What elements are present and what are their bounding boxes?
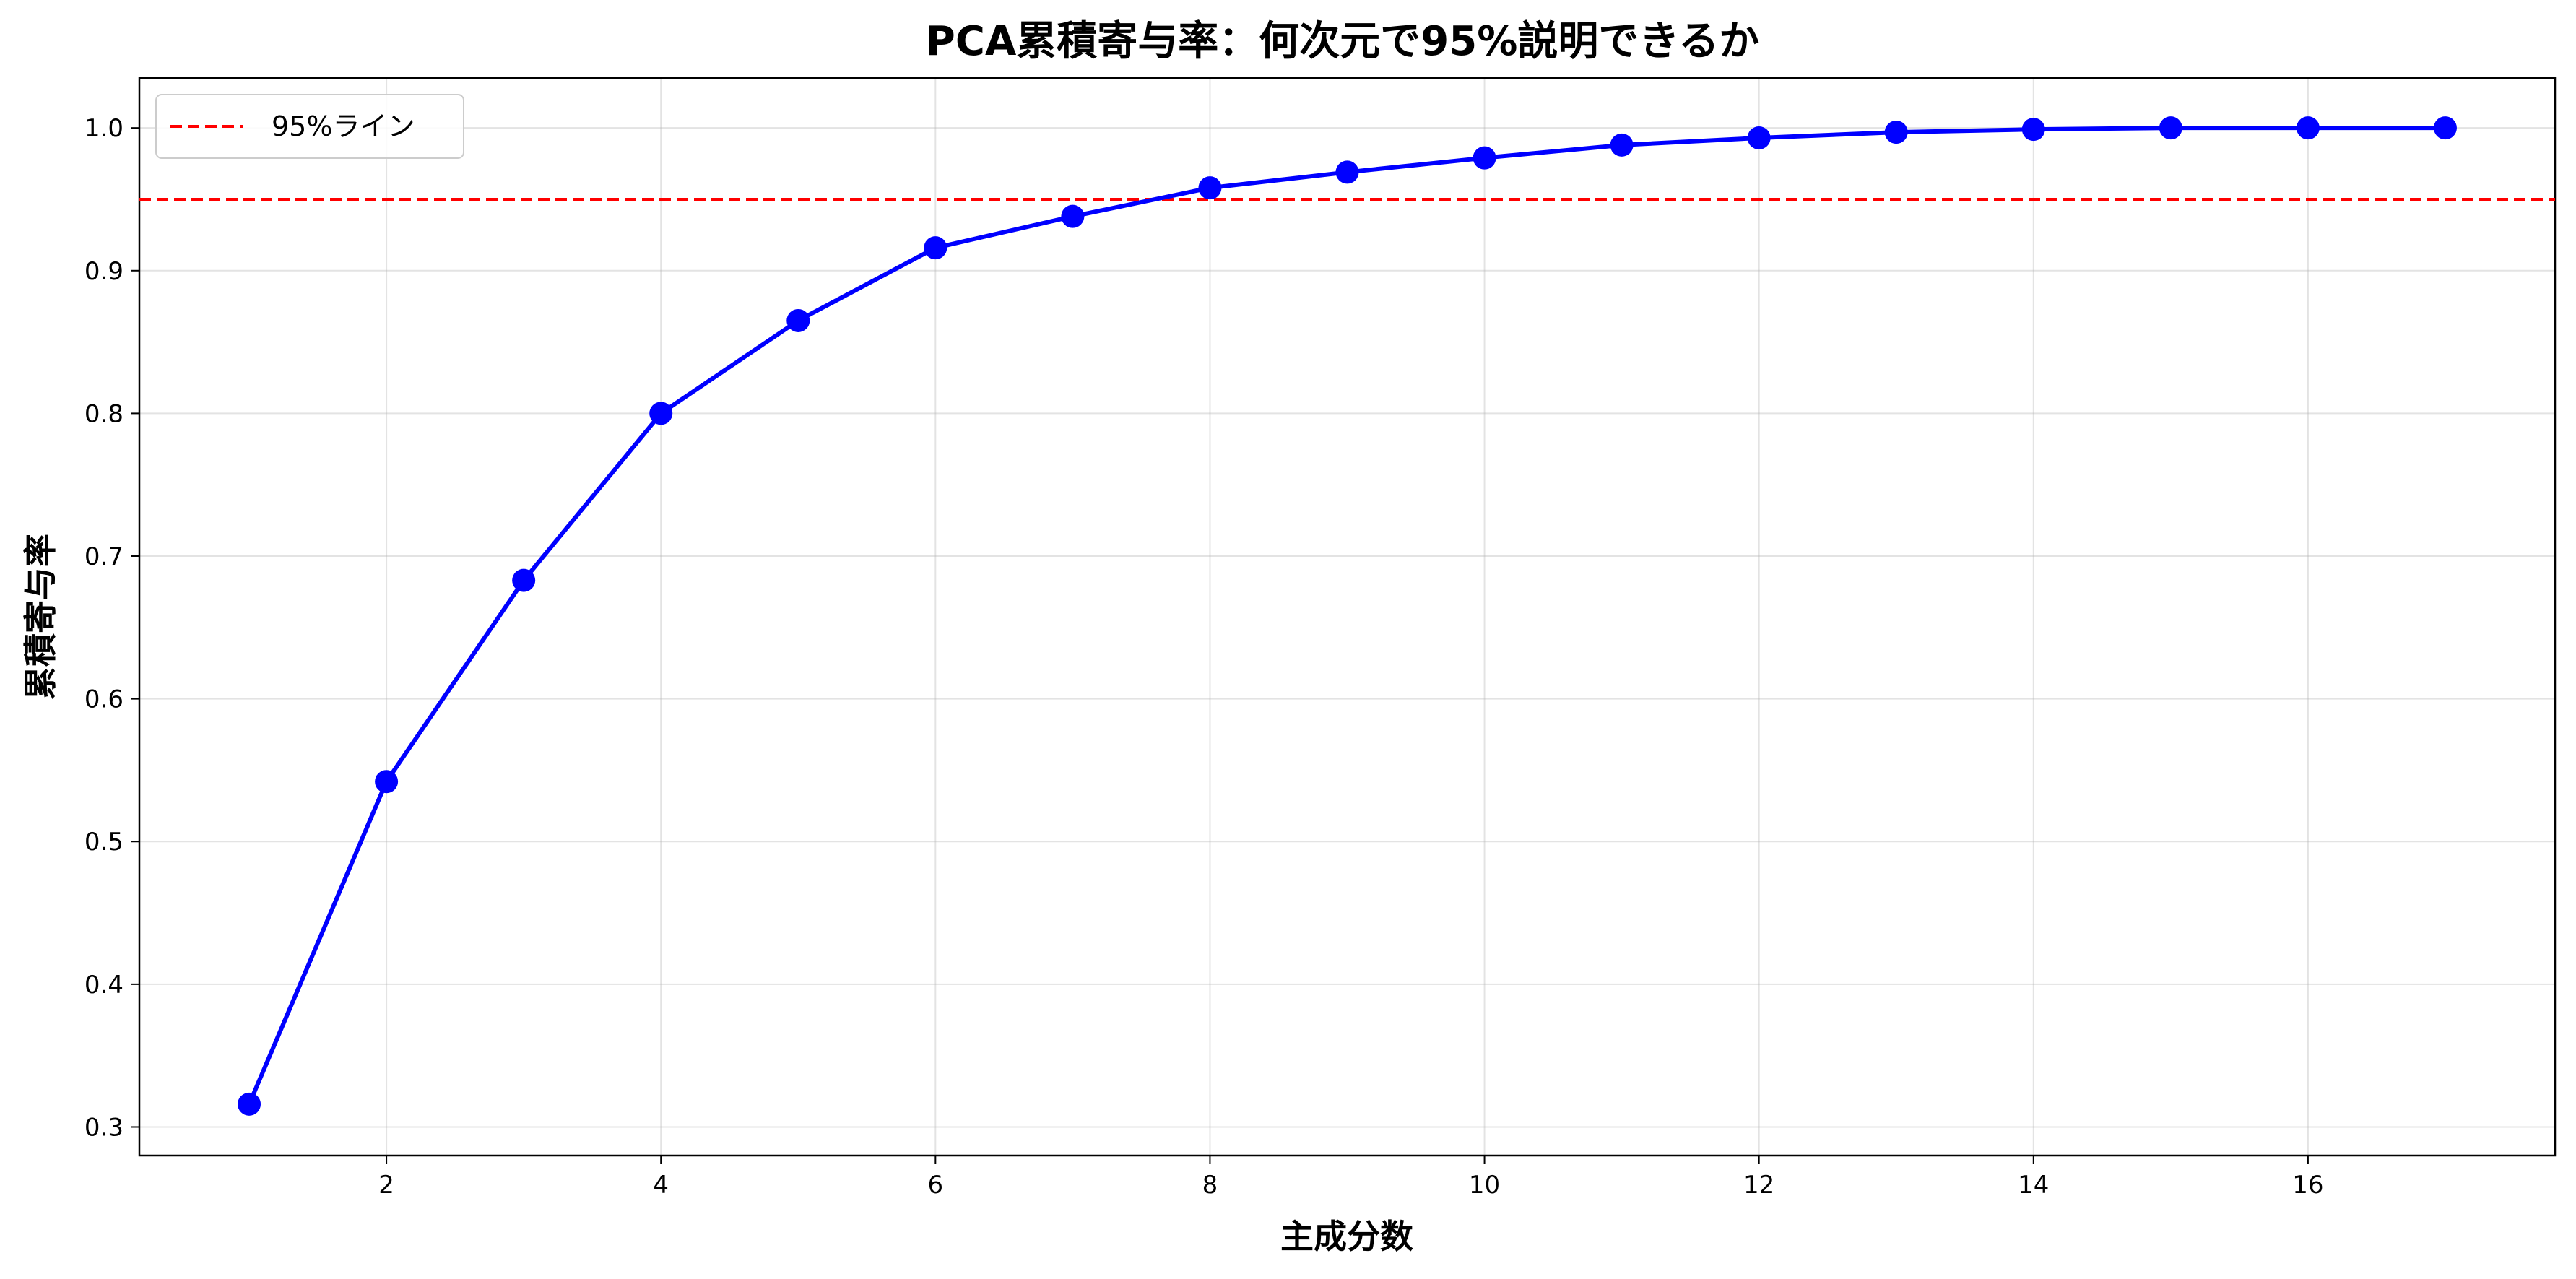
data-point bbox=[1061, 204, 1085, 228]
x-tick-label: 4 bbox=[653, 1171, 669, 1200]
data-point bbox=[1198, 176, 1222, 200]
x-tick-label: 8 bbox=[1202, 1171, 1218, 1200]
legend-box bbox=[155, 94, 464, 159]
data-point bbox=[1747, 126, 1771, 149]
data-point bbox=[649, 402, 673, 425]
data-point bbox=[2159, 116, 2182, 140]
y-tick-label: 0.8 bbox=[84, 399, 123, 428]
y-tick-label: 0.4 bbox=[84, 971, 123, 1000]
x-tick-label: 14 bbox=[2018, 1171, 2049, 1200]
y-tick-label: 0.7 bbox=[84, 542, 123, 571]
data-point bbox=[238, 1092, 261, 1116]
x-tick-label: 2 bbox=[378, 1171, 394, 1200]
legend-label: 95%ライン bbox=[272, 110, 415, 142]
plot-frame bbox=[138, 77, 2557, 1157]
data-point bbox=[2296, 116, 2320, 140]
data-point bbox=[1335, 160, 1359, 184]
y-tick-label: 1.0 bbox=[84, 114, 123, 143]
y-tick-label: 0.5 bbox=[84, 828, 123, 857]
data-point bbox=[786, 308, 810, 332]
data-point bbox=[2021, 118, 2045, 142]
axis-ticks: 2 4 6 8 10 12 14 16 0.3 0.4 0.5 0.6 0.7 0.8 0.9 1.0 bbox=[84, 114, 2324, 1200]
y-axis-label: 累積寄与率 bbox=[21, 534, 60, 700]
y-tick-label: 0.6 bbox=[84, 685, 123, 714]
data-points bbox=[238, 116, 2457, 1116]
data-point bbox=[1473, 146, 1496, 170]
chart-title: PCA累積寄与率：何次元で95%説明できるか bbox=[926, 18, 1759, 65]
data-point bbox=[1884, 121, 1908, 144]
x-axis-label: 主成分数 bbox=[1280, 1217, 1413, 1256]
y-tick-label: 0.9 bbox=[84, 257, 123, 286]
data-point bbox=[924, 236, 947, 260]
legend: 95%ライン bbox=[155, 94, 464, 159]
x-tick-label: 6 bbox=[928, 1171, 944, 1200]
data-point bbox=[2433, 116, 2457, 140]
x-tick-label: 10 bbox=[1469, 1171, 1500, 1200]
y-tick-label: 0.3 bbox=[84, 1113, 123, 1142]
data-point bbox=[375, 770, 399, 794]
data-point bbox=[512, 568, 536, 592]
x-tick-label: 16 bbox=[2292, 1171, 2323, 1200]
x-tick-label: 12 bbox=[1743, 1171, 1774, 1200]
data-point bbox=[1610, 133, 1634, 157]
